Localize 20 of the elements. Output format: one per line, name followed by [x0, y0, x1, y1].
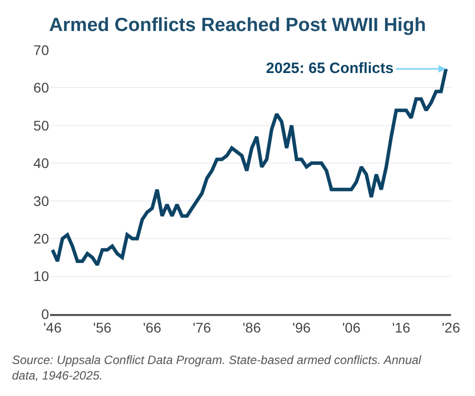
- x-tick-label: '16: [392, 320, 411, 336]
- y-tick-label: 30: [33, 192, 50, 209]
- x-tick-label: '56: [93, 320, 112, 336]
- x-tick-label: '76: [192, 320, 212, 336]
- chart-title: Armed Conflicts Reached Post WWII High: [49, 15, 426, 36]
- x-tick-label: '86: [242, 320, 262, 336]
- x-tick-label: '66: [142, 320, 162, 336]
- x-tick-label: '06: [342, 320, 361, 336]
- y-tick-label: 10: [33, 268, 50, 284]
- y-tick-label: 70: [33, 42, 50, 58]
- x-tick-label: '46: [43, 320, 62, 336]
- y-tick-label: 0: [41, 306, 50, 322]
- y-tick-label: 60: [33, 80, 50, 96]
- y-tick-label: 20: [33, 230, 50, 246]
- x-tick-label: '26: [442, 320, 460, 336]
- y-tick-label: 40: [33, 155, 50, 172]
- x-tick-label: '96: [292, 320, 311, 336]
- annotation: 2025: 65 Conflicts: [266, 60, 394, 77]
- source-note: Source: Uppsala Conflict Data Program. State-based armed conflicts. Annual data, 1946-2025.: [12, 353, 422, 383]
- y-tick-label: 50: [33, 117, 50, 134]
